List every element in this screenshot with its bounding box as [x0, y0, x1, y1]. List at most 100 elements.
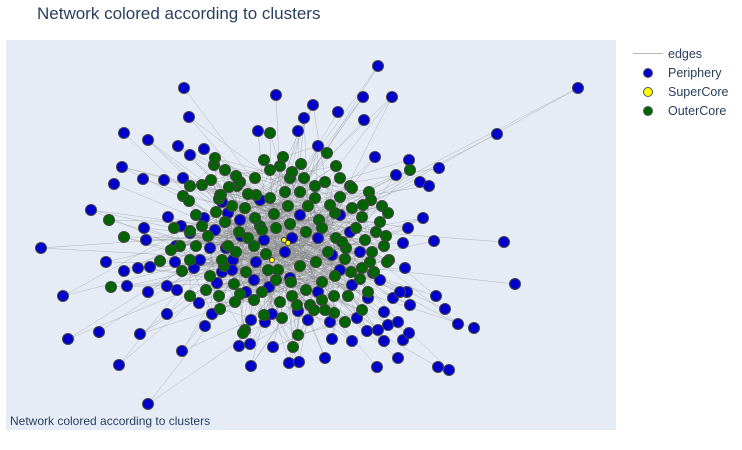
node-outercore[interactable]: [339, 316, 351, 328]
node-periphery[interactable]: [372, 60, 384, 72]
node-periphery[interactable]: [108, 178, 120, 190]
node-periphery[interactable]: [132, 262, 144, 274]
node-outercore[interactable]: [222, 240, 234, 252]
node-periphery[interactable]: [137, 173, 149, 185]
node-periphery[interactable]: [293, 356, 305, 368]
node-outercore[interactable]: [294, 186, 306, 198]
node-periphery[interactable]: [270, 89, 282, 101]
node-outercore[interactable]: [184, 254, 196, 266]
node-outercore[interactable]: [356, 304, 368, 316]
node-supercore[interactable]: [285, 240, 291, 246]
node-outercore[interactable]: [356, 262, 368, 274]
node-periphery[interactable]: [279, 246, 291, 258]
node-periphery[interactable]: [258, 234, 270, 246]
node-periphery[interactable]: [100, 256, 112, 268]
node-periphery[interactable]: [140, 234, 152, 246]
node-outercore[interactable]: [242, 188, 254, 200]
node-outercore[interactable]: [284, 218, 296, 230]
node-outercore[interactable]: [118, 231, 130, 243]
node-outercore[interactable]: [336, 236, 348, 248]
node-periphery[interactable]: [283, 357, 295, 369]
node-periphery[interactable]: [62, 333, 74, 345]
node-outercore[interactable]: [184, 290, 196, 302]
node-outercore[interactable]: [316, 222, 328, 234]
node-periphery[interactable]: [204, 242, 216, 254]
node-outercore[interactable]: [200, 284, 212, 296]
node-periphery[interactable]: [234, 214, 246, 226]
node-outercore[interactable]: [268, 208, 280, 220]
node-outercore[interactable]: [184, 180, 196, 192]
node-periphery[interactable]: [118, 265, 130, 277]
node-periphery[interactable]: [378, 335, 390, 347]
node-outercore[interactable]: [334, 172, 346, 184]
node-periphery[interactable]: [162, 211, 174, 223]
node-outercore[interactable]: [276, 312, 288, 324]
node-outercore[interactable]: [230, 170, 242, 182]
node-periphery[interactable]: [403, 154, 415, 166]
node-outercore[interactable]: [310, 256, 322, 268]
node-periphery[interactable]: [245, 314, 257, 326]
node-outercore[interactable]: [233, 226, 245, 238]
node-outercore[interactable]: [346, 202, 358, 214]
node-outercore[interactable]: [204, 270, 216, 282]
node-outercore[interactable]: [239, 202, 251, 214]
node-outercore[interactable]: [294, 260, 306, 272]
node-periphery[interactable]: [394, 286, 406, 298]
node-periphery[interactable]: [402, 222, 414, 234]
node-periphery[interactable]: [404, 299, 416, 311]
node-periphery[interactable]: [432, 361, 444, 373]
node-outercore[interactable]: [374, 216, 386, 228]
node-outercore[interactable]: [230, 246, 242, 258]
node-outercore[interactable]: [350, 222, 362, 234]
legend-item-periphery[interactable]: Periphery: [630, 63, 728, 82]
node-outercore[interactable]: [380, 230, 392, 242]
node-outercore[interactable]: [291, 299, 303, 311]
node-outercore[interactable]: [264, 164, 276, 176]
node-supercore[interactable]: [269, 257, 275, 263]
node-periphery[interactable]: [245, 360, 257, 372]
node-periphery[interactable]: [361, 325, 373, 337]
node-periphery[interactable]: [171, 284, 183, 296]
node-outercore[interactable]: [256, 286, 268, 298]
node-periphery[interactable]: [161, 308, 173, 320]
node-outercore[interactable]: [286, 290, 298, 302]
node-periphery[interactable]: [118, 127, 130, 139]
node-outercore[interactable]: [105, 281, 117, 293]
node-periphery[interactable]: [172, 140, 184, 152]
node-periphery[interactable]: [369, 151, 381, 163]
node-outercore[interactable]: [298, 172, 310, 184]
node-periphery[interactable]: [491, 128, 503, 140]
node-periphery[interactable]: [252, 125, 264, 137]
node-outercore[interactable]: [219, 164, 231, 176]
node-outercore[interactable]: [184, 225, 196, 237]
node-outercore[interactable]: [321, 147, 333, 159]
node-outercore[interactable]: [282, 200, 294, 212]
node-periphery[interactable]: [312, 232, 324, 244]
node-outercore[interactable]: [270, 274, 282, 286]
node-outercore[interactable]: [190, 240, 202, 252]
node-periphery[interactable]: [267, 341, 279, 353]
node-outercore[interactable]: [234, 288, 246, 300]
node-outercore[interactable]: [248, 240, 260, 252]
node-periphery[interactable]: [397, 237, 409, 249]
node-outercore[interactable]: [368, 266, 380, 278]
node-periphery[interactable]: [248, 274, 260, 286]
node-outercore[interactable]: [223, 181, 235, 193]
node-outercore[interactable]: [362, 286, 374, 298]
node-periphery[interactable]: [169, 256, 181, 268]
node-periphery[interactable]: [183, 111, 195, 123]
node-periphery[interactable]: [113, 359, 125, 371]
node-periphery[interactable]: [382, 319, 394, 331]
node-periphery[interactable]: [292, 125, 304, 137]
node-periphery[interactable]: [302, 314, 314, 326]
node-periphery[interactable]: [332, 106, 344, 118]
node-periphery[interactable]: [374, 274, 386, 286]
legend-item-outercore[interactable]: OuterCore: [630, 101, 728, 120]
node-periphery[interactable]: [193, 297, 205, 309]
node-outercore[interactable]: [258, 309, 270, 321]
node-outercore[interactable]: [209, 152, 221, 164]
node-outercore[interactable]: [324, 199, 336, 211]
node-periphery[interactable]: [211, 277, 223, 289]
node-periphery[interactable]: [468, 322, 480, 334]
node-outercore[interactable]: [190, 209, 202, 221]
